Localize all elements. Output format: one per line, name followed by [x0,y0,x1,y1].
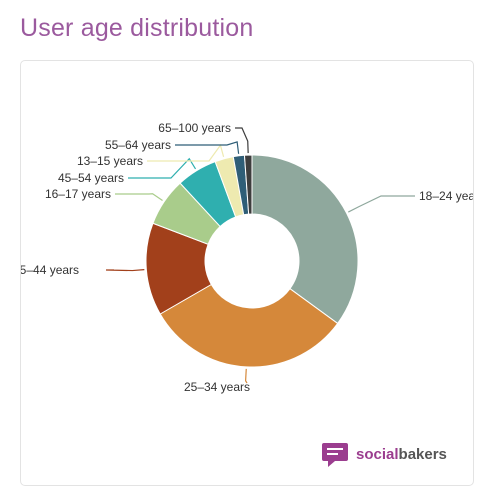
slice-label-3: 16–17 years [45,187,111,201]
slice-label-7: 65–100 years [158,121,231,135]
slice-1[interactable] [159,283,339,368]
slice-label-5: 13–15 years [77,154,143,168]
socialbakers-logo[interactable]: socialbakers [321,439,447,469]
slice-label-0: 18–24 years [419,189,473,203]
page-title: User age distribution [20,14,254,42]
slice-0[interactable] [251,154,359,325]
leader-line-2 [105,269,145,272]
slice-label-1: 25–34 years [184,380,250,394]
brand-name-rest: bakers [398,445,447,463]
slice-label-6: 55–64 years [105,138,171,152]
leader-line-0 [348,195,415,213]
speech-bubble-icon [321,442,351,467]
leader-line-3 [115,193,163,201]
leader-line-7 [235,127,249,154]
slice-7[interactable] [243,154,253,215]
slice-label-4: 45–54 years [58,171,124,185]
brand-name-accent: social [356,445,399,463]
chart-card: 18–24 years 25–34 years 35–44 years 16–17 y… [20,60,474,486]
brand-name: socialbakers [356,446,447,463]
slice-label-2: 35–44 years [21,263,79,277]
leader-line-5 [147,143,225,162]
leader-line-1 [245,368,248,384]
age-donut-chart: 18–24 years 25–34 years 35–44 years 16–17 y… [21,121,473,394]
leader-line-6 [175,141,240,154]
leader-line-4 [128,157,197,179]
